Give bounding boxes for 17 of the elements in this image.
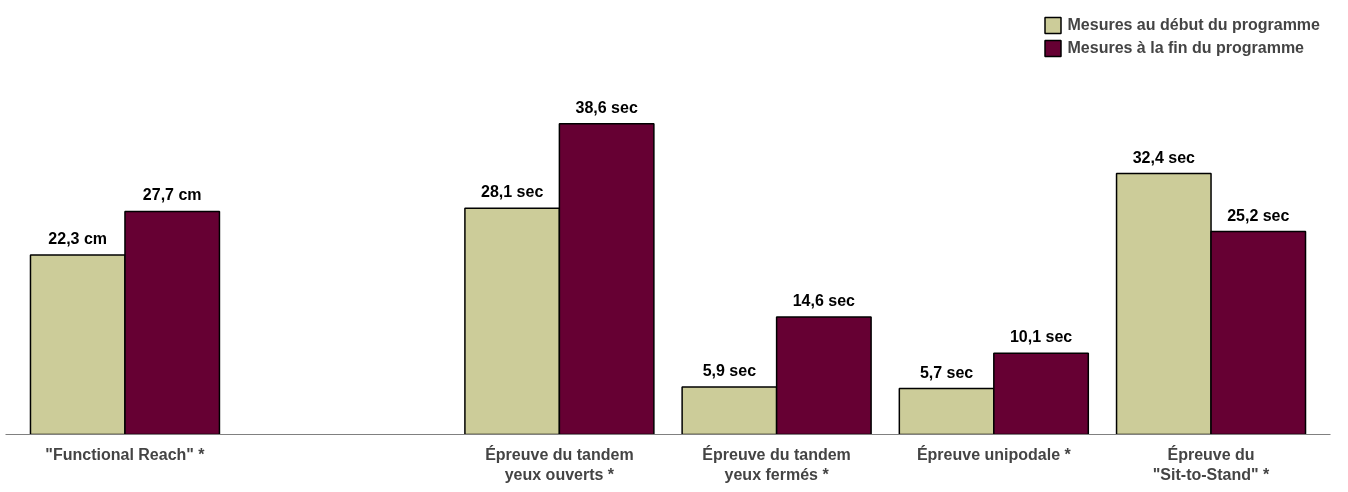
data-label: 28,1 sec [481,183,544,201]
x-tick-label: "Functional Reach" * [45,445,206,463]
x-tick-label: Épreuve du tandem yeux fermés * [702,444,851,483]
x-tick-label: Épreuve du "Sit-to-Stand" * [1152,444,1271,483]
data-label: 5,7 sec [919,363,974,381]
data-label: 38,6 sec [575,98,638,116]
x-tick-label: Épreuve du tandem yeux ouverts * [485,444,634,483]
data-label: 5,9 sec [702,361,757,379]
data-label: 22,3 cm [48,229,108,247]
data-label: 32,4 sec [1132,148,1196,166]
data-label: 14,6 sec [792,291,856,309]
legend-label: Mesures au début du programme [1067,16,1320,34]
legend-label: Mesures à la fin du programme [1067,39,1305,57]
x-tick-label: Épreuve unipodale * [916,444,1072,463]
data-label: 10,1 sec [1009,328,1073,346]
data-label: 25,2 sec [1227,206,1290,224]
data-label: 27,7 cm [142,186,202,204]
